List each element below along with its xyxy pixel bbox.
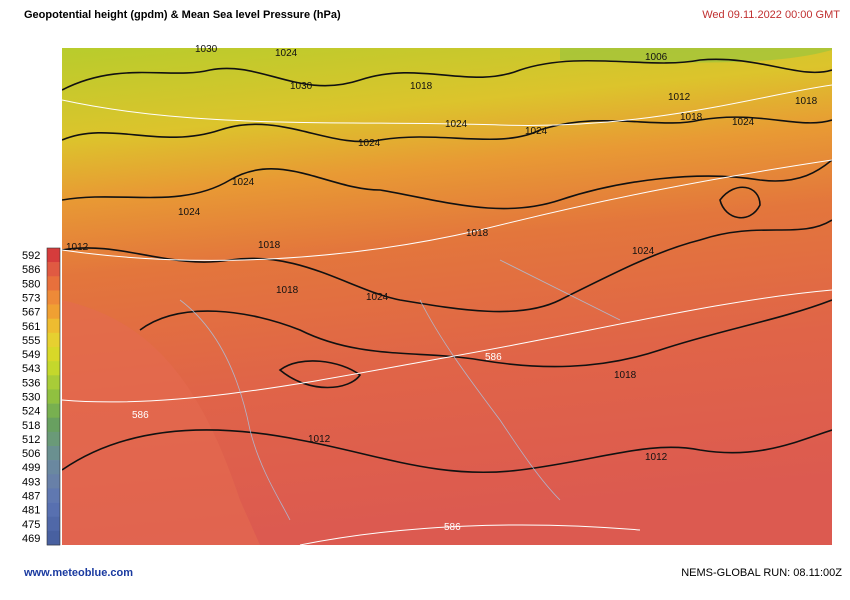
contour-label: 1012 [668,92,691,103]
legend-swatch [47,375,60,390]
legend-swatch [47,488,60,503]
contour-label: 1030 [195,44,218,55]
contour-label: 1024 [275,48,298,59]
contour-label: 1018 [795,96,818,107]
contour-label: 1018 [410,81,433,92]
contour-label: 1018 [276,285,299,296]
legend-label: 536 [22,377,40,389]
legend-label: 543 [22,363,40,375]
contour-label: 1006 [645,52,668,63]
model-run: NEMS-GLOBAL RUN: 08.11:00Z [681,567,842,579]
contour-labels: 1030 1024 1030 1018 1024 1024 1024 1006 … [66,44,818,533]
contour-label: 1018 [466,228,489,239]
contour-label: 1024 [178,207,201,218]
legend-label: 549 [22,349,40,361]
contour-label: 1018 [614,370,637,381]
contour-label: 1018 [258,240,281,251]
legend-swatch [47,417,60,433]
legend-swatch [47,332,60,348]
legend-frame [46,247,61,546]
legend-swatch [47,347,60,362]
contour-label: 586 [485,352,502,363]
contour-label: 1012 [66,242,89,253]
legend-swatch [47,262,60,277]
contour-label: 1018 [680,112,703,123]
map-area [62,48,832,545]
legend-label: 530 [22,392,40,404]
contour-label: 1024 [445,119,468,130]
legend-swatch [47,361,60,376]
contour-label: 1012 [308,434,331,445]
contour-label: 1030 [290,81,313,92]
legend-swatch [47,403,60,419]
legend-label: 524 [22,406,40,418]
legend-swatch [47,389,60,404]
legend-label: 573 [22,293,40,305]
legend-swatch [47,460,60,475]
legend-swatch [47,431,60,447]
legend-swatch [47,474,60,489]
legend-swatch [47,304,60,320]
legend-label: 580 [22,278,40,290]
legend-swatch [47,248,60,263]
legend-label: 506 [22,448,40,460]
legend-label: 499 [22,462,40,474]
map-date: Wed 09.11.2022 00:00 GMT [702,9,840,21]
contour-label: 586 [132,410,149,421]
legend: 592 586 580 573 567 561 555 549 543 536 530 524 518 5… [22,247,61,546]
legend-label: 481 [22,505,40,517]
legend-label: 518 [22,420,40,432]
contour-label: 1024 [632,246,655,257]
site-link[interactable]: www.meteoblue.com [23,567,133,579]
legend-label: 475 [22,519,40,531]
legend-label: 561 [22,321,40,333]
map-title: Geopotential height (gpdm) & Mean Sea le… [24,9,341,21]
contour-label: 586 [444,522,461,533]
legend-label: 555 [22,335,40,347]
legend-label: 487 [22,491,40,503]
legend-swatch [47,290,60,305]
legend-label: 493 [22,476,40,488]
legend-swatch [47,502,60,518]
legend-label: 586 [22,264,40,276]
legend-swatch [47,446,60,461]
legend-swatch [47,516,60,532]
contour-label: 1024 [358,138,381,149]
contour-label: 1012 [645,452,668,463]
legend-label: 567 [22,307,40,319]
contour-label: 1024 [525,126,548,137]
legend-swatch [47,530,60,546]
legend-label: 469 [22,533,40,545]
contour-label: 1024 [366,292,389,303]
contour-label: 1024 [732,117,755,128]
legend-label: 592 [22,250,40,262]
contour-label: 1024 [232,177,255,188]
legend-swatch [47,276,60,291]
legend-label: 512 [22,434,40,446]
legend-swatch [47,318,60,334]
